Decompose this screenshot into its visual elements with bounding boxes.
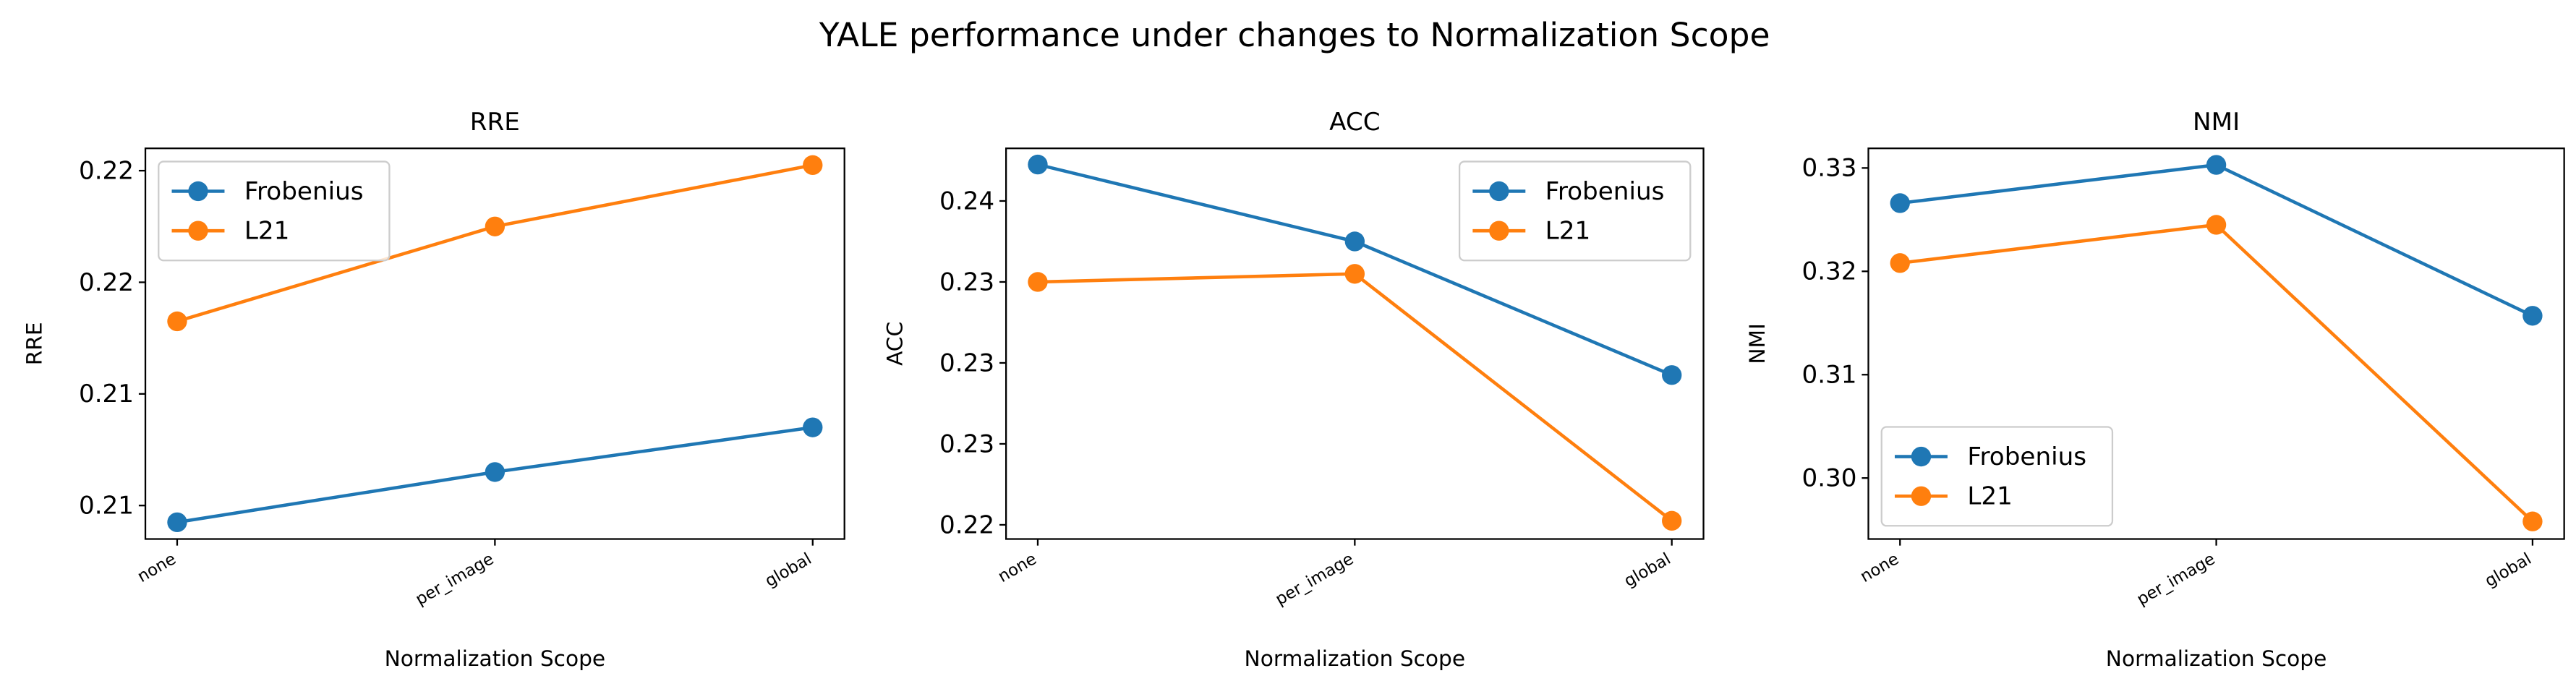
legend-label: L21 [1545, 217, 1591, 246]
x-axis-label: Normalization Scope [1245, 646, 1466, 671]
y-tick-label: 0.24 [939, 187, 994, 215]
data-point [2206, 215, 2227, 235]
y-axis-label: RRE [21, 322, 46, 365]
data-point [485, 216, 506, 236]
data-point [2206, 155, 2227, 175]
x-tick-label: per_image [1272, 549, 1357, 609]
x-tick-label: per_image [2133, 549, 2218, 609]
y-tick-label: 0.21 [79, 492, 134, 521]
legend-box [1458, 161, 1692, 262]
y-tick-label: 0.31 [1801, 361, 1856, 390]
figure-title: YALE performance under changes to Normal… [819, 16, 1770, 54]
data-point [1662, 510, 1682, 531]
y-tick-label: 0.23 [939, 429, 994, 458]
legend-label: Frobenius [1967, 442, 2086, 471]
subplot-title: NMI [2193, 108, 2240, 137]
data-point [1028, 272, 1048, 292]
axes-frame [1005, 147, 1705, 540]
y-axis-label: NMI [1744, 323, 1770, 364]
y-tick-label: 0.22 [939, 510, 994, 539]
data-point [1662, 365, 1682, 385]
y-tick-label: 0.22 [79, 156, 134, 185]
data-point [1344, 231, 1365, 252]
data-point [1890, 193, 1910, 213]
y-tick-label: 0.23 [939, 268, 994, 296]
y-tick-label: 0.21 [79, 380, 134, 408]
y-axis-label: ACC [882, 322, 908, 366]
legend-label: Frobenius [244, 177, 364, 206]
x-tick-label: global [2482, 549, 2535, 591]
subplot-title: ACC [1329, 108, 1381, 137]
legend-label: L21 [1967, 482, 2013, 511]
axes-frame [144, 147, 845, 540]
legend-marker [1489, 181, 1509, 202]
y-tick-label: 0.30 [1801, 464, 1856, 493]
x-tick-label: global [1621, 549, 1674, 591]
data-point [1028, 154, 1048, 175]
data-point [2522, 511, 2543, 531]
legend-label: L21 [244, 217, 290, 246]
data-point [2522, 306, 2543, 326]
x-tick-label: global [762, 549, 815, 591]
legend-marker [188, 221, 208, 241]
legend-marker [1911, 486, 1932, 506]
subplot-title: RRE [470, 108, 520, 137]
y-tick-label: 0.33 [1801, 154, 1856, 183]
series-line [1899, 163, 2533, 317]
x-tick-label: none [995, 549, 1040, 586]
x-axis-label: Normalization Scope [2106, 646, 2327, 671]
x-tick-label: none [135, 549, 179, 586]
legend-label: Frobenius [1545, 177, 1665, 206]
y-tick-label: 0.32 [1801, 257, 1856, 286]
data-point [485, 462, 506, 482]
legend-marker [188, 181, 208, 202]
x-axis-label: Normalization Scope [385, 646, 606, 671]
y-tick-label: 0.23 [939, 348, 994, 377]
data-point [167, 311, 187, 332]
legend-box [1880, 426, 2114, 527]
y-tick-label: 0.22 [79, 268, 134, 297]
legend-box [158, 161, 391, 262]
data-point [167, 512, 187, 533]
data-point [803, 417, 823, 437]
x-tick-label: none [1857, 549, 1902, 586]
data-point [1890, 253, 1910, 273]
axes-frame [1867, 147, 2565, 540]
data-point [1344, 264, 1365, 284]
x-tick-label: per_image [412, 549, 497, 609]
legend-marker [1911, 446, 1932, 467]
data-point [803, 155, 823, 176]
legend-marker [1489, 221, 1509, 241]
series-line [1037, 272, 1673, 523]
